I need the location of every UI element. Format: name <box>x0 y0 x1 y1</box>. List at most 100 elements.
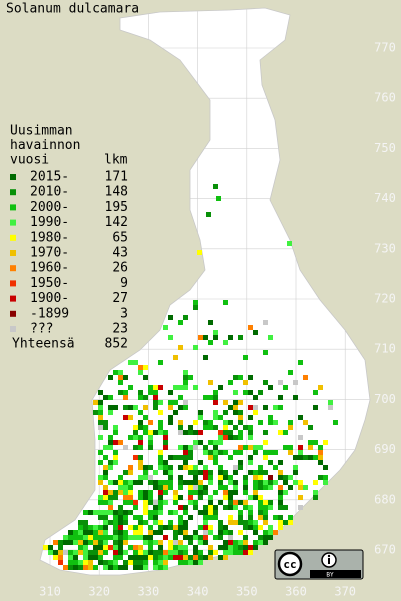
observation <box>253 530 258 535</box>
observation <box>183 480 188 485</box>
legend-label: -1899 <box>30 306 69 321</box>
observation <box>203 335 208 340</box>
observation <box>98 500 103 505</box>
observation <box>223 485 228 490</box>
observation <box>83 565 88 570</box>
observation <box>218 480 223 485</box>
legend-count: 27 <box>112 291 128 306</box>
observation <box>258 525 263 530</box>
observation <box>238 410 243 415</box>
observation <box>208 545 213 550</box>
observation <box>238 375 243 380</box>
observation <box>238 335 243 340</box>
observation <box>278 475 283 480</box>
observation <box>278 405 283 410</box>
observation <box>178 495 183 500</box>
observation <box>163 460 168 465</box>
observation <box>108 395 113 400</box>
observation <box>128 470 133 475</box>
observation <box>98 515 103 520</box>
observation <box>248 470 253 475</box>
observation <box>98 530 103 535</box>
observation <box>233 425 238 430</box>
observation <box>123 565 128 570</box>
observation <box>173 410 178 415</box>
observation <box>163 440 168 445</box>
observation <box>163 465 168 470</box>
observation <box>173 355 178 360</box>
observation <box>193 545 198 550</box>
observation <box>233 450 238 455</box>
observation <box>178 395 183 400</box>
observation <box>223 435 228 440</box>
observation <box>158 550 163 555</box>
observation <box>113 490 118 495</box>
observation <box>218 440 223 445</box>
observation <box>123 485 128 490</box>
observation <box>278 515 283 520</box>
legend-count: 148 <box>105 185 128 200</box>
observation <box>223 430 228 435</box>
legend-label: 1960- <box>30 261 69 276</box>
y-label: 750 <box>374 141 396 155</box>
observation <box>263 510 268 515</box>
observation <box>173 385 178 390</box>
observation <box>103 490 108 495</box>
observation <box>98 550 103 555</box>
observation <box>168 455 173 460</box>
observation <box>103 500 108 505</box>
observation <box>238 465 243 470</box>
observation <box>173 530 178 535</box>
observation <box>213 330 218 335</box>
observation <box>113 510 118 515</box>
observation <box>288 450 293 455</box>
observation <box>83 545 88 550</box>
observation <box>123 540 128 545</box>
legend-label: 1990- <box>30 215 69 230</box>
observation <box>193 550 198 555</box>
observation <box>258 515 263 520</box>
observation <box>148 555 153 560</box>
observation <box>128 535 133 540</box>
observation <box>183 455 188 460</box>
observation <box>253 480 258 485</box>
observation <box>228 490 233 495</box>
observation <box>168 485 173 490</box>
observation <box>298 415 303 420</box>
observation <box>188 430 193 435</box>
observation <box>118 550 123 555</box>
y-label: 690 <box>374 442 396 456</box>
observation <box>223 410 228 415</box>
observation <box>68 540 73 545</box>
observation <box>228 540 233 545</box>
observation <box>233 550 238 555</box>
observation <box>223 530 228 535</box>
observation <box>213 535 218 540</box>
observation <box>183 400 188 405</box>
observation <box>283 430 288 435</box>
observation <box>58 555 63 560</box>
observation <box>158 430 163 435</box>
observation <box>223 490 228 495</box>
observation <box>178 455 183 460</box>
observation <box>168 465 173 470</box>
legend-swatch <box>10 234 16 241</box>
observation <box>183 380 188 385</box>
observation <box>138 395 143 400</box>
observation <box>303 455 308 460</box>
observation <box>208 455 213 460</box>
observation <box>258 535 263 540</box>
observation <box>158 360 163 365</box>
observation <box>123 470 128 475</box>
observation <box>153 500 158 505</box>
observation <box>118 390 123 395</box>
observation <box>223 550 228 555</box>
observation <box>133 455 138 460</box>
observation <box>288 515 293 520</box>
observation <box>243 480 248 485</box>
observation <box>138 545 143 550</box>
observation <box>108 560 113 565</box>
observation <box>98 545 103 550</box>
observation <box>318 445 323 450</box>
observation <box>148 495 153 500</box>
